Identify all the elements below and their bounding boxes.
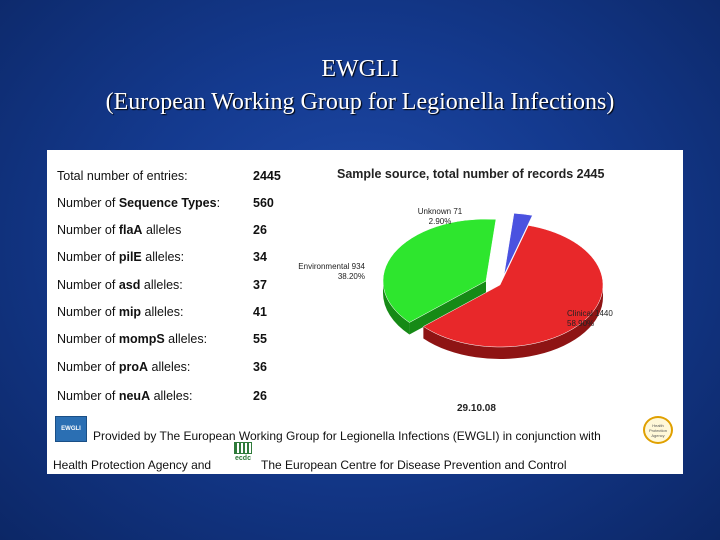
pie-slice-side [423,285,603,359]
stat-row: Number of mip alleles: 41 [47,305,307,325]
stat-value: 37 [253,278,267,292]
stat-value: 26 [253,389,267,403]
ewgli-logo: EWGLI [55,416,87,442]
stat-label: Number of Sequence Types: [57,196,221,210]
chart-title: Sample source, total number of records 2… [337,167,604,181]
slide-subtitle: (European Working Group for Legionella I… [105,89,615,115]
stat-row: Number of neuA alleles: 26 [47,389,307,409]
stat-label: Number of proA alleles: [57,360,191,374]
stat-label: Number of flaA alleles [57,223,182,237]
ecdc-logo: ecdc [229,442,257,468]
slice-percent-clinical: 58.90% [567,319,594,328]
ecdc-mark-icon [234,442,252,454]
footer-credit-line2a: Health Protection Agency and [53,458,212,472]
hpa-logo: Health Protection Agency [643,416,673,444]
slice-label-environmental: Environmental 934 [298,262,365,271]
stat-value: 560 [253,196,274,210]
stat-label: Number of asd alleles: [57,278,183,292]
chart-date: 29.10.08 [457,403,496,414]
pie-slice-unknown [503,213,533,276]
pie-slice-clinical [422,225,604,348]
pie-slice-side [383,281,410,335]
slice-label-clinical: Clinical 1440 [567,309,613,318]
stat-label: Number of mompS alleles: [57,332,208,346]
stat-label: Number of neuA alleles: [57,389,193,403]
stat-row: Total number of entries: 2445 [47,169,307,189]
stat-label: Number of mip alleles: [57,305,184,319]
stat-value: 34 [253,250,267,264]
stat-row: Number of proA alleles: 36 [47,360,307,380]
figure-panel: Total number of entries: 2445 Number of Se… [47,150,683,474]
stat-row: Number of Sequence Types: 560 [47,196,307,216]
stat-row: Number of asd alleles: 37 [47,278,307,298]
stat-value: 41 [253,305,267,319]
stat-value: 36 [253,360,267,374]
pie-slice-wall [409,281,486,335]
pie-slice-environmental [382,218,497,323]
stat-row: Number of mompS alleles: 55 [47,332,307,352]
stat-value: 2445 [253,169,281,183]
stat-label: Number of pilE alleles: [57,250,185,264]
footer-credit-line1: Provided by The European Working Group f… [93,429,601,443]
slice-percent-unknown: 2.90% [429,217,452,226]
stat-label: Total number of entries: [57,169,188,183]
footer-credit-line2b: The European Centre for Disease Preventi… [261,458,567,472]
slide-title: EWGLI [321,56,399,82]
stat-row: Number of flaA alleles 26 [47,223,307,243]
slice-percent-environmental: 38.20% [338,272,365,281]
stat-value: 55 [253,332,267,346]
ecdc-logo-text: ecdc [235,455,251,462]
slice-label-unknown: Unknown 71 [418,207,463,216]
stat-row: Number of pilE alleles: 34 [47,250,307,270]
pie-chart: Sample source, total number of records 2… [298,167,613,414]
stat-value: 26 [253,223,267,237]
